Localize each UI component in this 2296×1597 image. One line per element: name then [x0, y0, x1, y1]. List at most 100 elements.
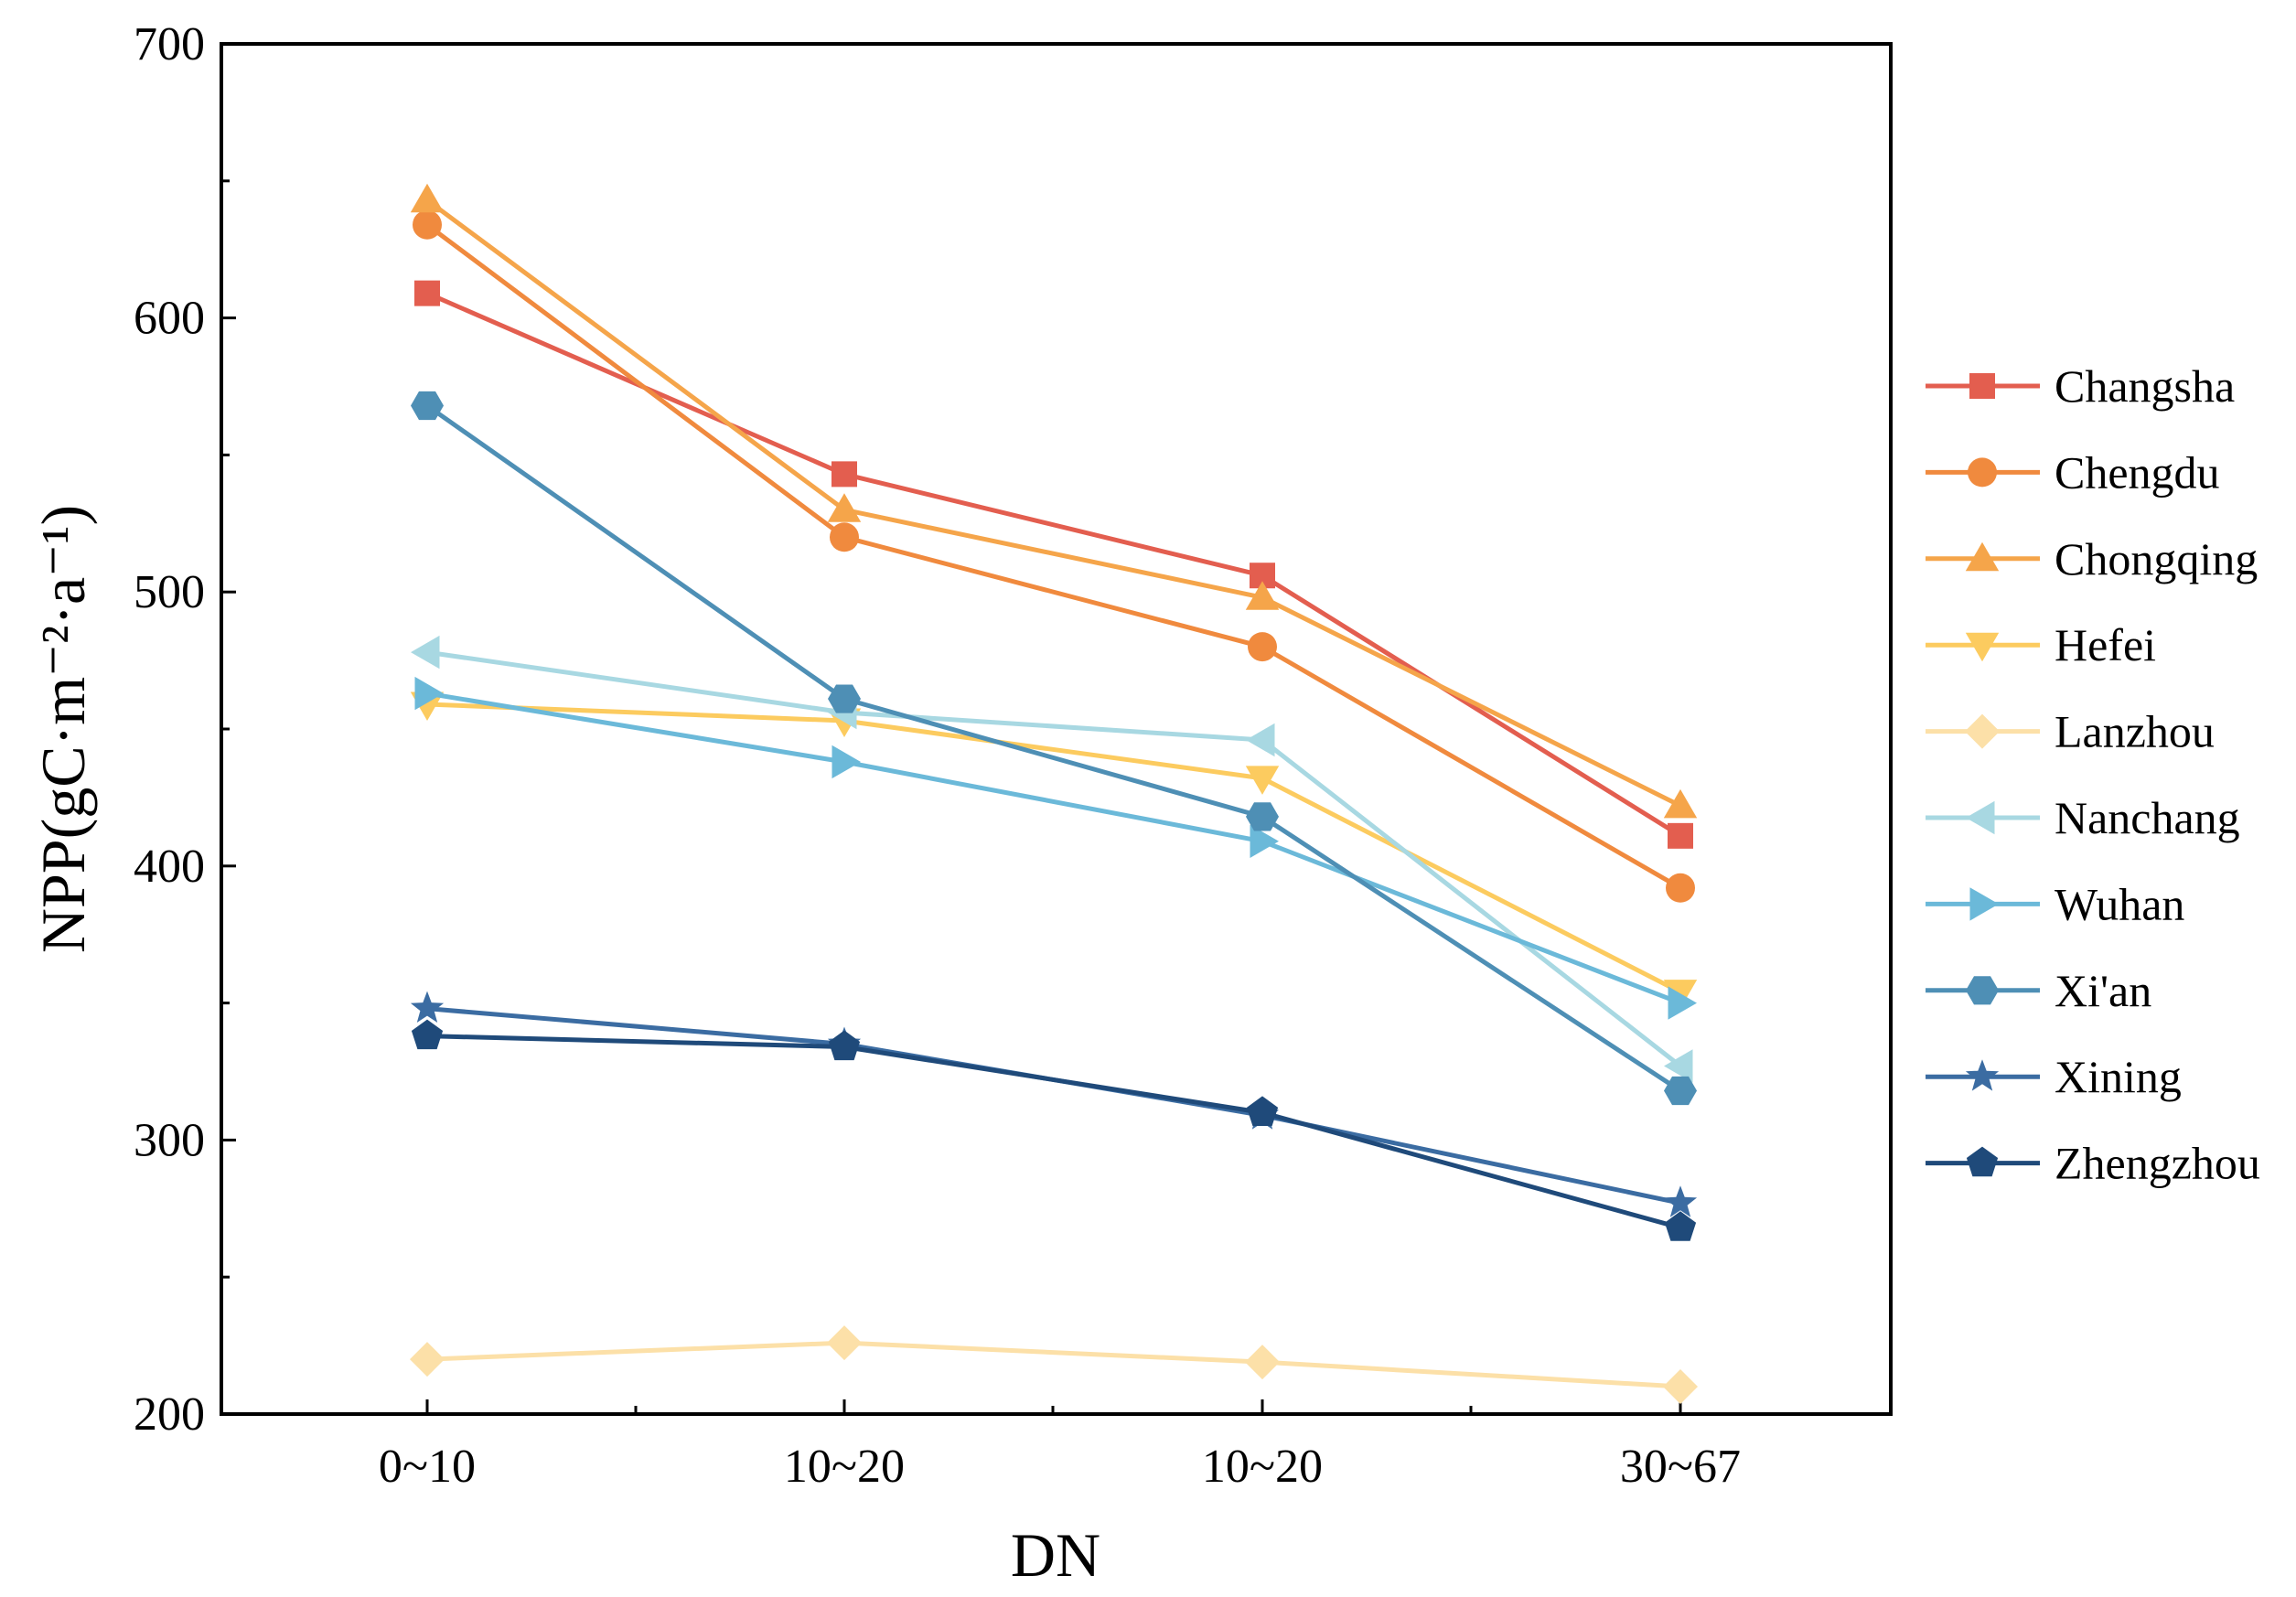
- data-point-hefei: [1245, 766, 1280, 795]
- data-point-wuhan: [831, 745, 861, 779]
- legend-marker: [1965, 1059, 2000, 1091]
- data-point-xining: [410, 991, 445, 1023]
- data-point-xi-an: [828, 684, 861, 713]
- legend-marker: [1969, 373, 1995, 399]
- data-point-chongqing: [410, 183, 445, 213]
- legend-item-chengdu: Chengdu: [1926, 446, 2220, 498]
- legend-item-nanchang: Nanchang: [1926, 792, 2240, 843]
- data-point-chongqing: [1245, 581, 1280, 610]
- data-point-nanchang: [1246, 723, 1275, 757]
- series-chengdu: [413, 209, 1695, 903]
- series-line-chengdu: [425, 222, 1682, 890]
- series-line-zhengzhou: [426, 1034, 1681, 1230]
- data-point-nanchang: [1664, 1049, 1693, 1083]
- plot-frame: [220, 42, 1893, 1416]
- x-tick-label: 0~10: [379, 1441, 476, 1493]
- legend-item-chongqing: Chongqing: [1926, 533, 2258, 584]
- series-line-wuhan: [426, 691, 1681, 1005]
- y-axis: 200 300 400 500 600 700: [134, 18, 236, 1441]
- legend-item-hefei: Hefei: [1926, 619, 2156, 670]
- series-line-hefei: [426, 702, 1682, 994]
- legend-label: Xi'an: [2055, 965, 2151, 1016]
- legend-label: Changsha: [2055, 360, 2235, 412]
- legend-item-xining: Xining: [1926, 1051, 2182, 1102]
- series-chongqing: [410, 183, 1698, 819]
- legend: Changsha Chengdu Chongqing Hefei Lanzhou Nanc…: [1926, 360, 2260, 1189]
- series-line-nanchang: [426, 649, 1682, 1068]
- series-line-lanzhou: [426, 1340, 1681, 1389]
- y-tick-label: 500: [134, 566, 205, 618]
- legend-marker: [1969, 887, 1999, 921]
- series-xi-an: [411, 391, 1697, 1106]
- data-point-lanzhou: [410, 1342, 445, 1377]
- data-point-changsha: [831, 461, 857, 488]
- legend-marker: [1965, 713, 2000, 749]
- y-tick-label: 400: [134, 841, 205, 893]
- legend-item-wuhan: Wuhan: [1926, 878, 2184, 929]
- data-point-nanchang: [411, 635, 440, 670]
- legend-label: Chengdu: [2055, 446, 2220, 498]
- data-point-xi-an: [1664, 1076, 1697, 1106]
- data-point-zhengzhou: [411, 1019, 444, 1050]
- y-tick-label: 300: [134, 1114, 205, 1166]
- series-nanchang: [411, 635, 1693, 1083]
- x-tick-label: 10~20: [1202, 1441, 1323, 1493]
- data-point-wuhan: [414, 676, 444, 711]
- series-layer: [410, 183, 1698, 1404]
- data-point-chongqing: [827, 493, 862, 522]
- data-point-chengdu: [413, 209, 442, 240]
- legend-label: Zhengzhou: [2055, 1138, 2260, 1189]
- data-point-xi-an: [1246, 802, 1279, 831]
- data-point-chengdu: [1666, 873, 1695, 903]
- data-point-zhengzhou: [1246, 1096, 1279, 1126]
- legend-label: Xining: [2055, 1051, 2182, 1102]
- y-tick-label: 600: [134, 293, 205, 345]
- legend-label: Wuhan: [2055, 878, 2184, 929]
- series-hefei: [410, 691, 1698, 1009]
- data-point-wuhan: [1250, 824, 1279, 858]
- legend-label: Chongqing: [2055, 533, 2258, 584]
- data-point-changsha: [1668, 822, 1693, 849]
- data-point-chongqing: [1663, 788, 1698, 819]
- x-axis: 0~10 10~20 10~20 30~67: [379, 1399, 1741, 1493]
- data-point-chengdu: [1248, 632, 1277, 662]
- data-point-zhengzhou: [828, 1030, 861, 1061]
- legend-item-lanzhou: Lanzhou: [1926, 706, 2215, 757]
- y-axis-title: NPP(gC·m⁻²·a⁻¹): [28, 505, 98, 953]
- data-point-lanzhou: [1663, 1369, 1698, 1404]
- legend-marker: [1965, 541, 2000, 572]
- legend-marker: [1968, 457, 1997, 488]
- x-tick-label: 10~20: [784, 1441, 905, 1493]
- series-xining: [410, 991, 1698, 1217]
- data-point-xining: [1663, 1185, 1698, 1217]
- data-point-changsha: [414, 280, 440, 306]
- series-changsha: [414, 280, 1693, 849]
- legend-item-changsha: Changsha: [1926, 360, 2235, 412]
- series-wuhan: [414, 676, 1697, 1020]
- series-line-chongqing: [425, 198, 1682, 809]
- legend-label: Lanzhou: [2055, 706, 2215, 757]
- data-point-xi-an: [411, 391, 444, 421]
- x-tick-label: 30~67: [1620, 1441, 1741, 1493]
- y-tick-label: 700: [134, 18, 205, 70]
- data-point-chengdu: [830, 522, 859, 552]
- legend-marker: [1966, 800, 1995, 835]
- legend-item-zhengzhou: Zhengzhou: [1926, 1138, 2260, 1189]
- legend-item-xi-an: Xi'an: [1926, 965, 2151, 1016]
- series-line-changsha: [426, 291, 1682, 838]
- data-point-zhengzhou: [1664, 1211, 1697, 1241]
- legend-marker: [1965, 632, 2000, 662]
- data-point-lanzhou: [827, 1325, 862, 1361]
- legend-marker: [1966, 1146, 1999, 1177]
- data-point-lanzhou: [1245, 1345, 1280, 1380]
- data-point-wuhan: [1668, 986, 1697, 1020]
- series-line-xi-an: [425, 403, 1682, 1093]
- legend-marker: [1966, 976, 1999, 1005]
- x-axis-title: DN: [1011, 1520, 1100, 1590]
- y-tick-label: 200: [134, 1388, 205, 1441]
- legend-label: Nanchang: [2055, 792, 2240, 843]
- series-lanzhou: [410, 1325, 1698, 1404]
- series-zhengzhou: [411, 1019, 1697, 1241]
- legend-label: Hefei: [2055, 619, 2156, 670]
